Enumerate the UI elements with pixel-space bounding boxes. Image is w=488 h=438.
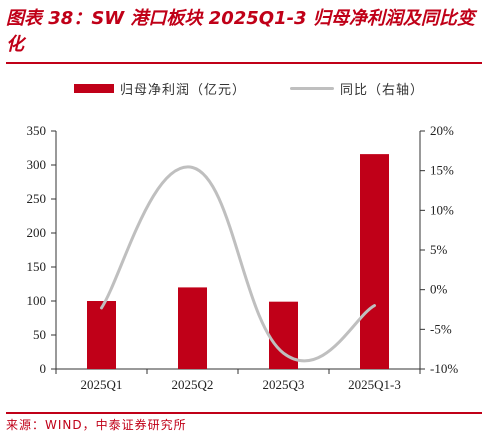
source-block: 来源：WIND，中泰证券研究所 (6, 412, 482, 433)
y-left-tick-label: 0 (40, 361, 47, 376)
y-right-tick-label: 20% (430, 123, 454, 138)
x-tick-label: 2025Q1 (81, 377, 123, 392)
y-left-tick-label: 250 (27, 191, 47, 206)
legend-item-bar: 归母净利润（亿元） (74, 78, 246, 98)
chart-title-block: 图表 38：SW 港口板块 2025Q1-3 归母净利润及同比变化 (6, 6, 482, 64)
y-right-tick-label: 10% (430, 202, 454, 217)
y-left-tick-label: 200 (27, 225, 47, 240)
y-left-tick-label: 50 (33, 327, 46, 342)
y-right-tick-label: -10% (430, 361, 458, 376)
chart-canvas: 0 50 100 150 200 250 300 350 -10% -5% 0% 5% 10% 15% 20… (27, 123, 459, 392)
legend-line-swatch (290, 86, 334, 90)
line-series (100, 165, 376, 363)
source-note: 来源：WIND，中泰证券研究所 (6, 418, 187, 432)
legend-item-line: 同比（右轴） (290, 78, 424, 98)
bar (178, 287, 207, 369)
y-left-tick-label: 150 (27, 259, 47, 274)
bar-series (87, 154, 389, 369)
chart-legend: 归母净利润（亿元） 同比（右轴） (0, 78, 488, 98)
y-right-tick-label: -5% (430, 321, 452, 336)
y-right-tick-label: 5% (430, 242, 448, 257)
bar (87, 301, 116, 369)
y-left-tick-label: 100 (27, 293, 47, 308)
yoy-line (100, 165, 376, 363)
legend-bar-label: 归母净利润（亿元） (120, 82, 247, 98)
legend-line-label: 同比（右轴） (340, 82, 425, 98)
x-tick-label: 2025Q2 (172, 377, 214, 392)
legend-bar-swatch (74, 83, 114, 93)
y-left-tick-label: 350 (27, 123, 47, 138)
x-tick-label: 2025Q3 (263, 377, 305, 392)
bar (360, 154, 389, 369)
y-left-tick-label: 300 (27, 157, 47, 172)
x-tick-label: 2025Q1-3 (348, 377, 401, 392)
y-right-tick-label: 15% (430, 163, 454, 178)
chart-title: 图表 38：SW 港口板块 2025Q1-3 归母净利润及同比变化 (6, 8, 475, 55)
y-right-tick-label: 0% (430, 282, 448, 297)
chart-axes: 0 50 100 150 200 250 300 350 -10% -5% 0% 5% 10% 15% 20… (27, 123, 459, 392)
